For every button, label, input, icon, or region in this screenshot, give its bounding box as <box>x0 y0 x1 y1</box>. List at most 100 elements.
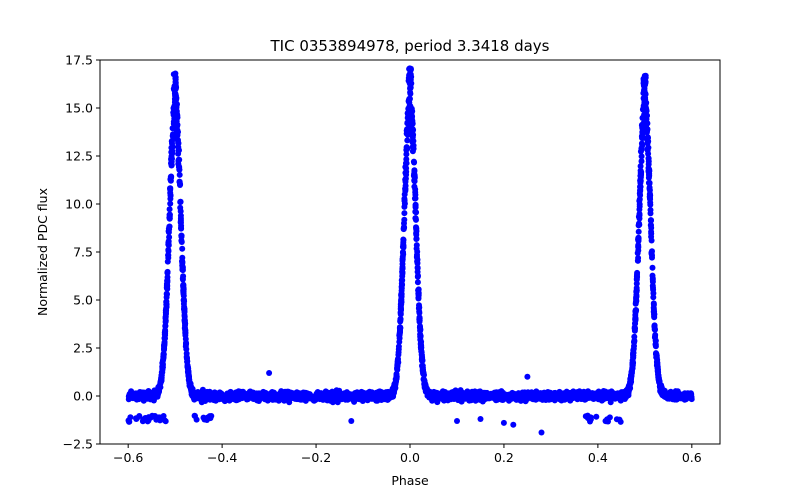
data-point <box>632 299 639 306</box>
y-tick-label: 12.5 <box>65 149 93 164</box>
data-point <box>166 206 173 213</box>
data-point <box>406 65 413 72</box>
data-point <box>528 392 535 399</box>
data-point <box>625 387 632 394</box>
data-point <box>434 393 441 400</box>
data-point <box>643 116 650 123</box>
data-point <box>181 319 188 325</box>
data-point <box>557 394 563 401</box>
data-point <box>646 180 653 187</box>
data-point <box>158 372 165 379</box>
data-point <box>634 269 641 276</box>
data-point <box>401 220 407 227</box>
data-point <box>348 418 355 424</box>
data-point <box>178 225 185 232</box>
data-point <box>397 316 404 322</box>
data-point <box>421 377 428 384</box>
data-point <box>299 395 306 402</box>
data-point <box>648 230 655 237</box>
data-point <box>392 379 399 386</box>
data-point <box>652 343 659 350</box>
data-point <box>416 308 423 315</box>
data-point <box>187 383 194 390</box>
data-point <box>634 250 641 256</box>
data-point <box>177 215 184 222</box>
data-point <box>641 87 648 94</box>
data-point <box>636 198 643 204</box>
data-point <box>469 392 476 399</box>
data-point <box>169 132 176 139</box>
data-point <box>417 323 423 330</box>
data-point <box>348 394 355 401</box>
data-point <box>413 253 420 260</box>
data-point <box>179 245 186 252</box>
data-point <box>419 356 426 363</box>
data-point <box>162 418 169 425</box>
data-point <box>134 415 140 422</box>
data-point <box>648 237 655 244</box>
data-point <box>649 252 655 259</box>
data-point <box>645 161 652 168</box>
data-point <box>185 368 192 375</box>
data-point <box>399 265 406 272</box>
data-point <box>639 130 646 137</box>
data-point <box>223 395 230 402</box>
data-point <box>398 293 405 300</box>
data-point <box>445 392 452 399</box>
data-point <box>414 264 421 271</box>
data-point <box>637 177 644 184</box>
data-point <box>423 388 430 395</box>
data-point <box>168 173 175 180</box>
data-point <box>580 389 587 396</box>
data-point <box>172 82 179 89</box>
data-point <box>603 418 610 425</box>
data-point <box>164 285 171 292</box>
data-point <box>403 151 410 158</box>
data-point <box>568 395 575 402</box>
data-point <box>177 204 184 211</box>
data-point <box>581 395 587 402</box>
data-point <box>172 75 179 82</box>
data-point <box>647 194 653 201</box>
data-point <box>647 207 654 213</box>
data-point <box>630 349 637 356</box>
data-point <box>411 159 418 166</box>
data-point <box>512 392 519 399</box>
data-point <box>640 102 647 109</box>
data-point <box>143 415 150 422</box>
data-point <box>410 145 417 152</box>
data-point <box>176 164 183 171</box>
data-point <box>337 391 344 398</box>
data-point <box>441 397 448 404</box>
data-point <box>631 337 638 344</box>
y-tick-label: 7.5 <box>73 245 93 260</box>
data-point <box>166 234 173 241</box>
data-point <box>636 206 643 213</box>
data-point <box>414 258 421 265</box>
data-point <box>177 198 184 205</box>
data-point <box>161 340 168 346</box>
data-point <box>304 393 311 400</box>
data-point <box>633 293 640 300</box>
data-points <box>125 65 695 436</box>
data-point <box>172 124 179 130</box>
data-point <box>632 320 639 327</box>
data-point <box>636 220 642 227</box>
data-point <box>594 392 601 399</box>
data-point <box>396 338 403 345</box>
data-point <box>369 395 375 402</box>
data-point <box>178 237 185 244</box>
data-point <box>413 236 420 242</box>
data-point <box>174 136 181 143</box>
data-point <box>164 258 171 265</box>
data-point <box>155 387 162 394</box>
data-point <box>262 392 268 399</box>
data-point <box>496 394 503 401</box>
data-point <box>169 155 175 162</box>
data-point <box>638 140 645 147</box>
data-point <box>180 273 187 280</box>
data-point <box>197 392 204 398</box>
data-point <box>189 389 196 396</box>
data-point <box>322 392 329 399</box>
